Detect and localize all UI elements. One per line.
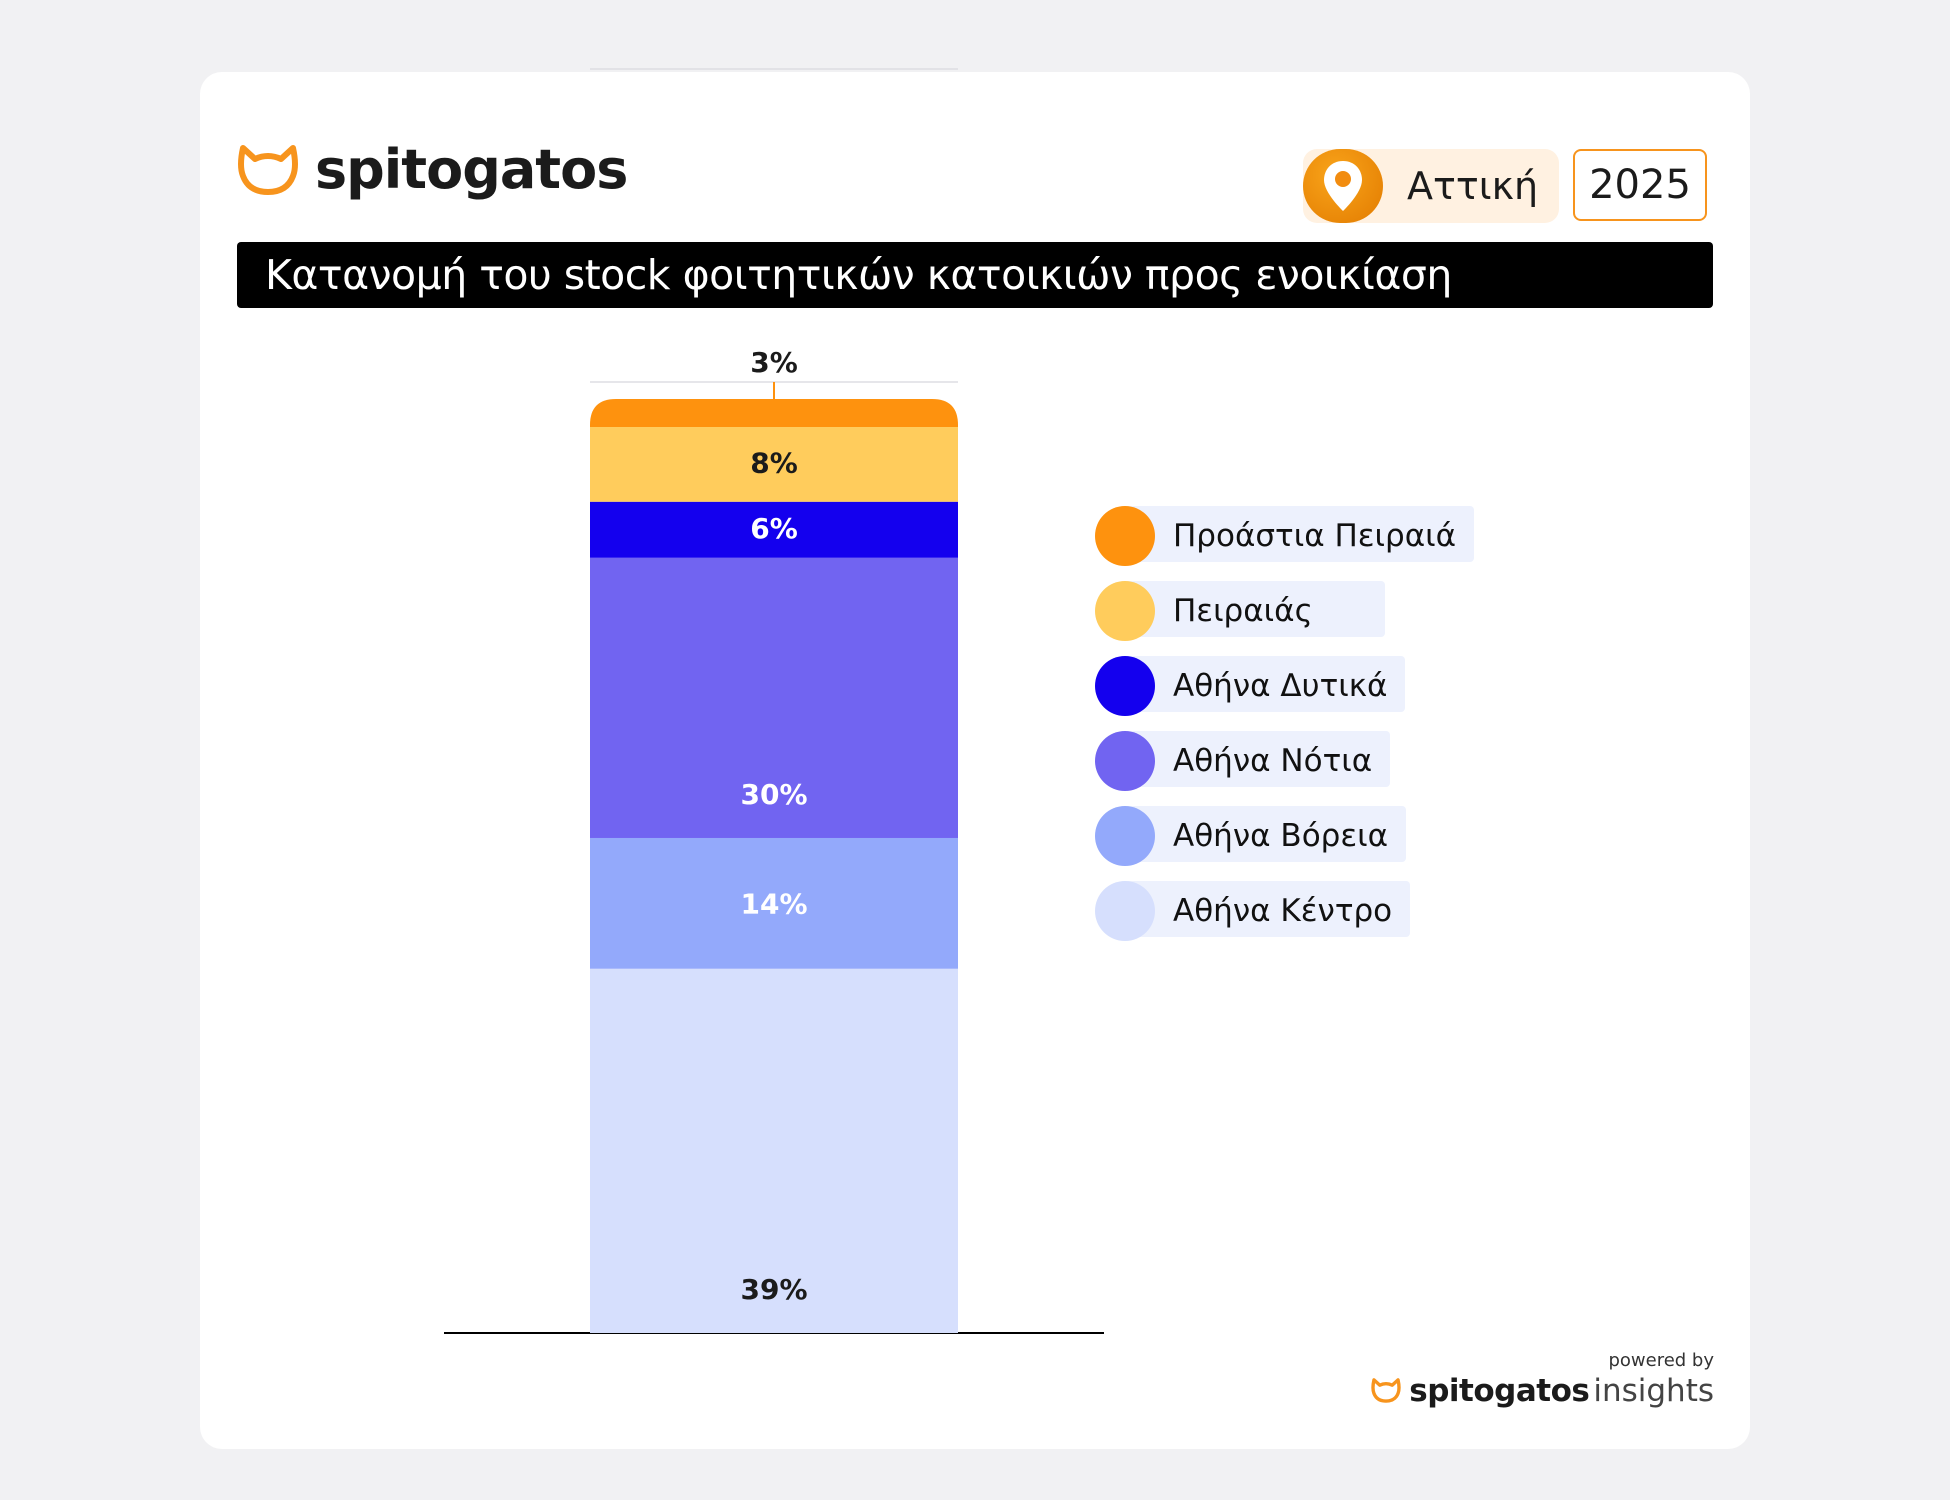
legend-label: Πειραιάς — [1173, 593, 1313, 629]
powered-by-text: powered by — [1608, 1350, 1714, 1371]
insights-brand-bold: spitogatos — [1409, 1373, 1590, 1409]
brand-name: spitogatos — [315, 138, 628, 201]
year-filter[interactable]: 2025 — [1573, 149, 1707, 221]
legend-label: Αθήνα Βόρεια — [1173, 818, 1389, 854]
legend-item: Προάστια Πειραιά — [1095, 506, 1474, 566]
legend-swatch — [1095, 656, 1155, 716]
cat-head-icon — [237, 140, 299, 200]
legend-item-background — [1125, 581, 1385, 637]
data-label: 6% — [750, 512, 798, 545]
legend-item: Αθήνα Νότια — [1095, 731, 1474, 791]
bar-segment — [590, 968, 958, 1333]
chart-legend: Προάστια Πειραιά Πειραιάς Αθήνα Δυτικά Αθήν… — [1095, 506, 1474, 956]
bar-segment — [590, 557, 958, 838]
data-label: 39% — [740, 1273, 807, 1306]
legend-swatch — [1095, 581, 1155, 641]
legend-item: Πειραιάς — [1095, 581, 1474, 641]
powered-by-footer: powered by spitogatos insights — [1371, 1350, 1714, 1409]
legend-swatch — [1095, 506, 1155, 566]
brand-logo[interactable]: spitogatos — [237, 138, 628, 201]
legend-item: Αθήνα Κέντρο — [1095, 881, 1474, 941]
cat-head-icon — [1371, 1376, 1401, 1407]
bar-segment — [590, 837, 958, 969]
data-label: 8% — [750, 446, 798, 479]
chart-title: Κατανομή του stock φοιτητικών κατοικιών … — [265, 251, 1452, 299]
legend-label: Αθήνα Δυτικά — [1173, 668, 1388, 704]
bar-segment — [590, 501, 958, 558]
top-divider — [590, 68, 958, 70]
legend-item-background — [1125, 506, 1474, 562]
legend-item-background — [1125, 731, 1390, 787]
location-pin-icon — [1303, 149, 1383, 223]
location-label: Αττική — [1407, 164, 1539, 208]
data-label: 14% — [740, 887, 807, 920]
legend-swatch — [1095, 806, 1155, 866]
location-filter[interactable]: Αττική — [1303, 149, 1559, 223]
legend-swatch — [1095, 731, 1155, 791]
data-label: 30% — [740, 778, 807, 811]
legend-item-background — [1125, 806, 1406, 862]
legend-label: Αθήνα Νότια — [1173, 743, 1373, 779]
data-label: 3% — [750, 346, 798, 379]
legend-item-background — [1125, 656, 1405, 712]
legend-item: Αθήνα Βόρεια — [1095, 806, 1474, 866]
legend-label: Αθήνα Κέντρο — [1173, 893, 1393, 929]
bar-segment — [590, 399, 958, 428]
title-bar: Κατανομή του stock φοιτητικών κατοικιών … — [237, 242, 1713, 308]
legend-swatch — [1095, 881, 1155, 941]
insights-brand-light: insights — [1593, 1373, 1714, 1409]
legend-item: Αθήνα Δυτικά — [1095, 656, 1474, 716]
legend-label: Προάστια Πειραιά — [1173, 518, 1457, 554]
insights-logo: spitogatos insights — [1371, 1373, 1714, 1409]
legend-item-background — [1125, 881, 1410, 937]
bar-segment — [590, 427, 958, 502]
